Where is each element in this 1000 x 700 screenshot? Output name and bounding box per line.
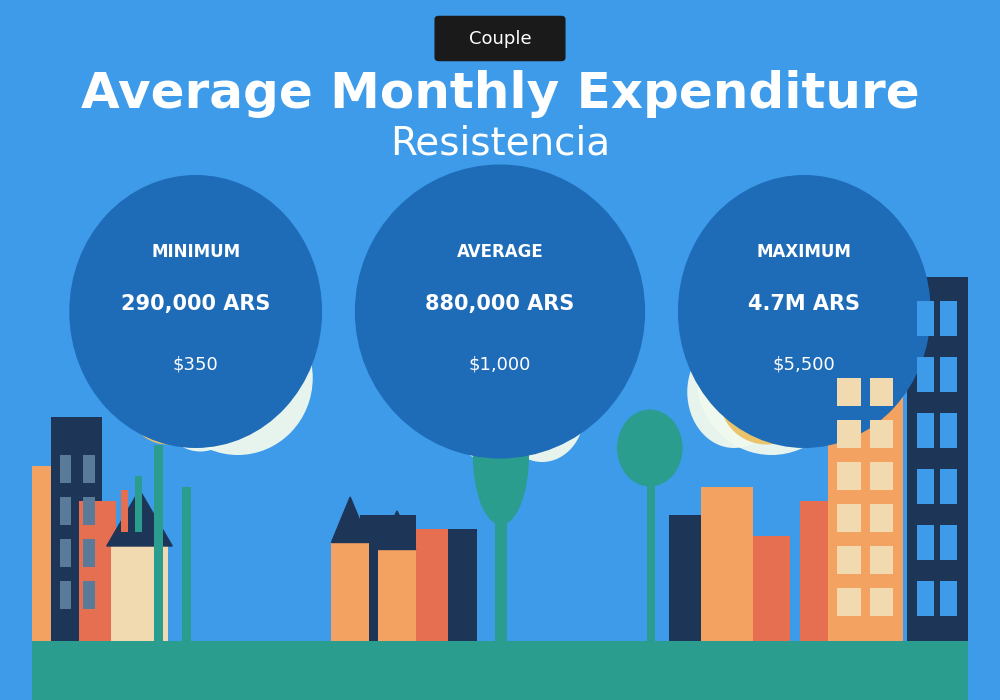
Polygon shape <box>107 490 172 546</box>
Bar <box>111 542 168 640</box>
Bar <box>83 497 95 525</box>
Ellipse shape <box>69 175 322 448</box>
Bar <box>940 413 957 448</box>
Bar <box>135 476 142 532</box>
Bar <box>940 469 957 504</box>
Text: 290,000 ARS: 290,000 ARS <box>121 295 270 314</box>
Bar <box>870 462 893 490</box>
Bar <box>870 588 893 616</box>
Bar <box>331 542 369 640</box>
Bar <box>448 528 477 640</box>
Text: MINIMUM: MINIMUM <box>151 243 240 261</box>
Bar <box>495 473 507 640</box>
Bar <box>32 640 968 700</box>
Bar <box>917 525 934 560</box>
Bar <box>837 420 861 448</box>
Ellipse shape <box>500 364 584 462</box>
Bar <box>917 413 934 448</box>
Text: Average Monthly Expenditure: Average Monthly Expenditure <box>81 71 919 118</box>
Bar <box>940 525 957 560</box>
Ellipse shape <box>720 354 814 444</box>
Bar <box>378 550 416 640</box>
Bar <box>837 588 861 616</box>
Bar <box>360 514 416 640</box>
Text: $350: $350 <box>173 355 219 373</box>
Text: AVERAGE: AVERAGE <box>457 243 543 261</box>
Bar <box>60 539 71 567</box>
Bar <box>917 357 934 392</box>
Bar <box>60 581 71 609</box>
Ellipse shape <box>687 336 781 448</box>
Ellipse shape <box>617 410 683 486</box>
Text: $5,500: $5,500 <box>773 355 836 373</box>
Bar <box>907 276 968 640</box>
Bar <box>870 546 893 574</box>
FancyBboxPatch shape <box>434 15 566 62</box>
Bar <box>83 539 95 567</box>
Bar <box>837 504 861 532</box>
Bar <box>917 301 934 336</box>
Bar <box>940 301 957 336</box>
Bar <box>837 378 861 406</box>
Polygon shape <box>378 511 416 550</box>
Bar <box>154 444 163 640</box>
Ellipse shape <box>444 332 556 466</box>
Ellipse shape <box>125 354 210 444</box>
Bar <box>32 466 79 640</box>
Text: 🇦🇷: 🇦🇷 <box>475 172 525 214</box>
Bar <box>79 500 116 640</box>
Ellipse shape <box>678 175 931 448</box>
Text: 880,000 ARS: 880,000 ARS <box>425 295 575 314</box>
Ellipse shape <box>473 385 529 525</box>
Text: MAXIMUM: MAXIMUM <box>757 243 852 261</box>
Polygon shape <box>331 497 369 542</box>
Bar <box>753 536 790 640</box>
Bar <box>837 462 861 490</box>
Bar <box>83 581 95 609</box>
Bar <box>669 514 701 640</box>
Bar <box>940 581 957 616</box>
Bar <box>870 504 893 532</box>
Bar <box>182 486 191 640</box>
Bar <box>60 455 71 483</box>
Bar <box>870 420 893 448</box>
Bar <box>51 416 102 640</box>
Bar <box>800 500 837 640</box>
Bar <box>917 581 934 616</box>
Bar <box>917 469 934 504</box>
Ellipse shape <box>163 301 313 455</box>
Bar <box>416 528 448 640</box>
Bar <box>647 452 655 640</box>
Bar <box>940 357 957 392</box>
Bar <box>837 546 861 574</box>
Bar <box>121 490 128 532</box>
Text: 4.7M ARS: 4.7M ARS <box>748 295 860 314</box>
Bar <box>828 326 903 640</box>
Bar <box>83 455 95 483</box>
Text: Couple: Couple <box>469 29 531 48</box>
Text: Resistencia: Resistencia <box>390 125 610 162</box>
Bar <box>60 497 71 525</box>
Text: $1,000: $1,000 <box>469 355 531 373</box>
Ellipse shape <box>154 332 247 452</box>
Ellipse shape <box>355 164 645 458</box>
Bar <box>870 378 893 406</box>
Bar <box>701 486 753 640</box>
Ellipse shape <box>697 301 846 455</box>
